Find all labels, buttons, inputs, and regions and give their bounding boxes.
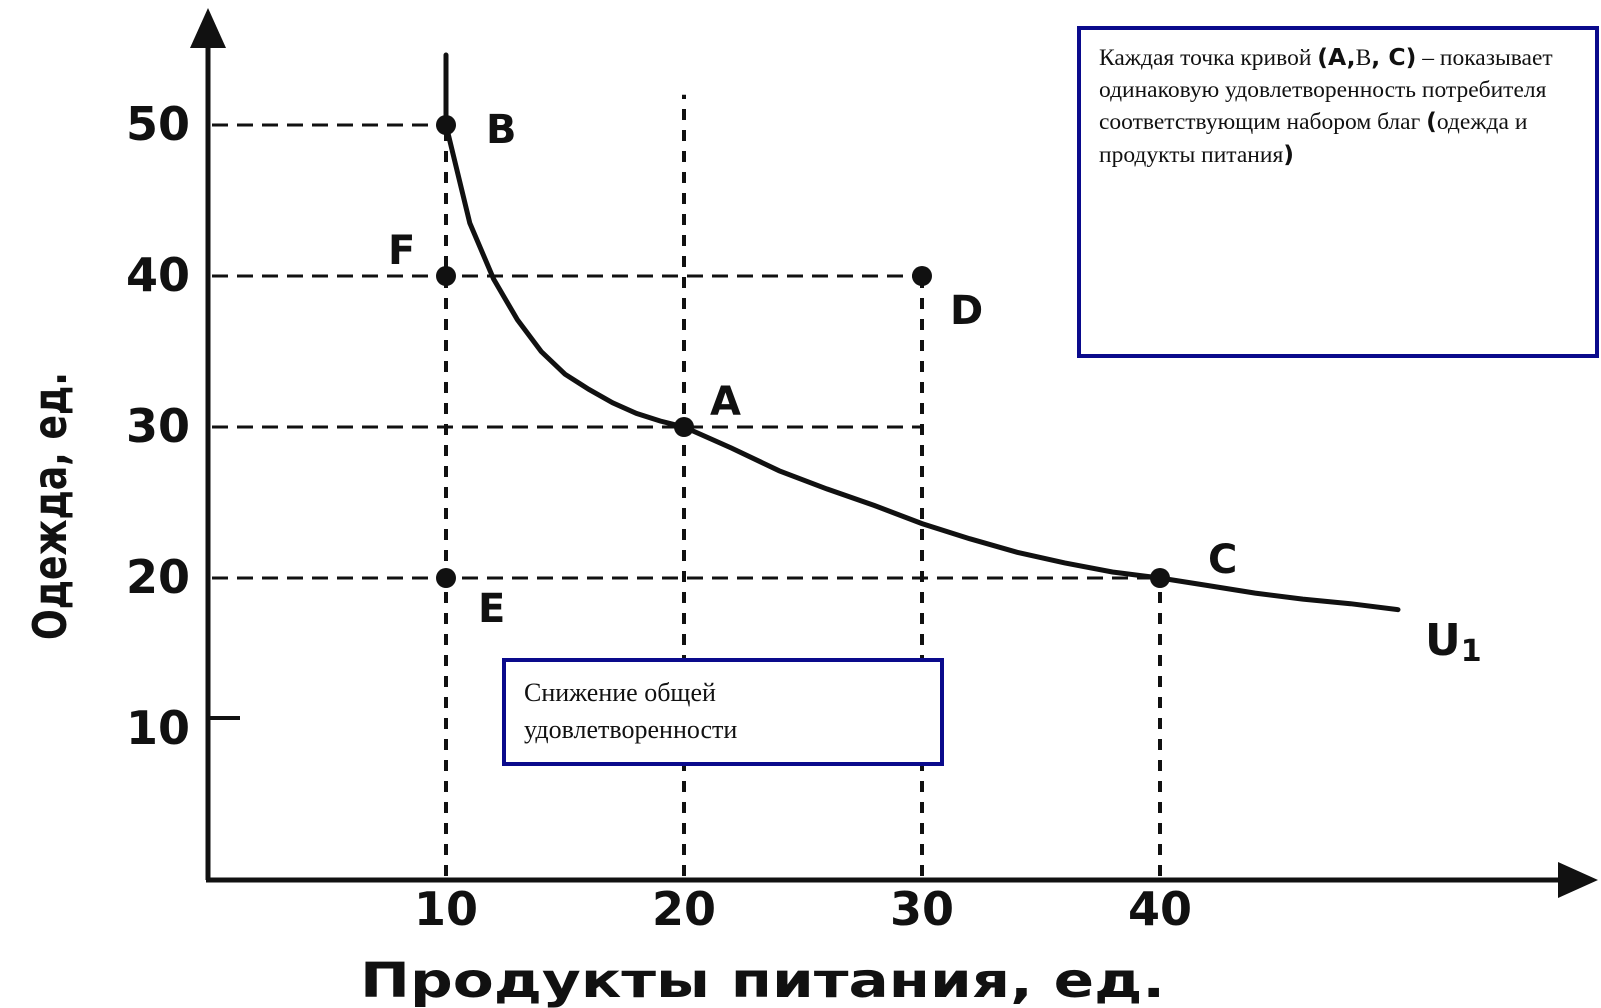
point-f-label: F [388,228,415,274]
x-tick-label-40: 40 [1128,882,1192,936]
curve-label-main: U [1425,615,1461,666]
y-tick-label-10: 10 [126,701,190,755]
note-text-3: одежда и продукты питания [1099,109,1528,168]
curve-label: U1 [1425,615,1482,669]
y-tick-label-40: 40 [126,248,190,302]
x-tick-label-10: 10 [414,882,478,936]
note-points-c: , C) [1371,43,1417,71]
note-paren-close: ) [1283,139,1294,168]
note-decrease-text: Снижение общей удовлетворенности [524,678,738,744]
point-labels: B F D A C E [388,107,1237,632]
chart-axes [190,8,1598,898]
point-e-label: E [478,586,505,632]
y-tick-label-30: 30 [126,399,190,453]
x-tick-label-20: 20 [652,882,716,936]
indifference-curve-u1 [443,52,1401,613]
y-axis-arrow-icon [190,8,226,48]
y-tick-label-20: 20 [126,550,190,604]
point-b-marker [436,115,456,135]
note-paren-open: ( [1426,107,1437,135]
x-axis-title: Продукты питания, ед. [360,953,1165,1008]
annotation-box-decrease: Снижение общей удовлетворенности [502,658,944,766]
point-e-marker [436,568,456,588]
point-a-marker [674,417,694,437]
annotation-box-main: Каждая точка кривой (A,В, C) – показывае… [1077,26,1599,358]
point-c-label: C [1208,537,1237,583]
point-d-label: D [950,288,983,334]
x-tick-label-30: 30 [890,882,954,936]
point-b-label: B [486,107,517,153]
point-a-label: A [710,379,741,425]
x-axis-arrow-icon [1558,862,1598,898]
note-text-2: – показывает одинаковую удовлетворенност… [1099,45,1553,135]
note-points-b: В [1355,45,1372,71]
point-c-marker [1150,568,1170,588]
y-axis-title: Одежда, ед. [23,372,77,640]
note-text-1: Каждая точка кривой [1099,45,1318,71]
y-tick-label-50: 50 [126,97,190,151]
tick-labels: 10 20 30 40 10 20 30 40 50 [126,97,1192,936]
curve-points [436,115,1170,588]
point-d-marker [912,266,932,286]
note-points-a: (A, [1317,43,1356,71]
point-f-marker [436,266,456,286]
curve-label-subscript: 1 [1461,634,1482,669]
